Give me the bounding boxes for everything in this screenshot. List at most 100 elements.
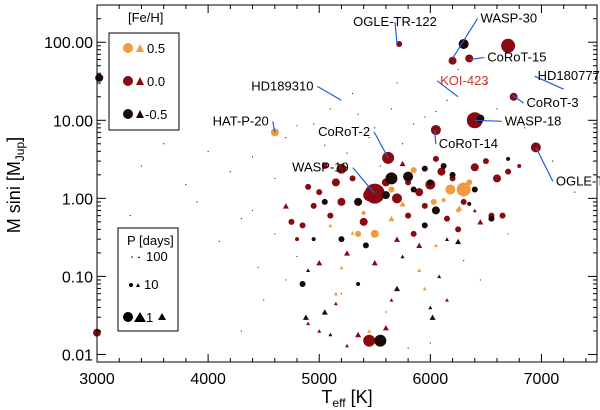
planet-circle-mark <box>305 183 312 190</box>
planet-triangle-mark <box>429 314 436 320</box>
planet-circle-mark <box>427 179 434 186</box>
planet-circle-mark <box>574 191 576 193</box>
planet-circle-mark <box>424 116 426 118</box>
planet-triangle-mark <box>422 286 427 291</box>
planet-circle-mark <box>551 160 554 162</box>
planet-triangle-mark <box>328 223 333 228</box>
planet-circle-mark <box>392 193 402 204</box>
planet-annotation-label: CoRoT-3 <box>527 95 579 110</box>
planet-annotation-label: HAT-P-20 <box>213 113 269 128</box>
annotation-leader-lines <box>272 18 564 194</box>
planet-circle-mark <box>507 233 509 235</box>
planet-circle-mark <box>296 125 298 127</box>
planet-circle-mark <box>240 218 243 220</box>
planet-triangle-mark <box>445 237 449 241</box>
planet-circle-mark <box>482 158 489 165</box>
planet-circle-mark <box>509 92 518 101</box>
planet-circle-mark <box>368 137 370 139</box>
planet-circle-mark <box>374 334 387 347</box>
legend-metallicity-circle-low <box>123 109 133 119</box>
annotation-leader-line <box>394 21 398 45</box>
planet-circle-mark <box>299 222 306 229</box>
planet-circle-mark <box>185 183 187 186</box>
planet-circle-mark <box>274 233 276 235</box>
planet-triangle-mark <box>472 208 477 213</box>
planet-triangle-mark <box>400 254 405 259</box>
planet-triangle-mark <box>445 298 449 302</box>
planet-circle-mark <box>396 40 403 47</box>
planet-circle-mark <box>415 188 424 197</box>
legend-metallicity: [Fe/H] 0.5 0.0 -0.5 <box>108 10 180 131</box>
planet-circle-mark <box>479 279 481 281</box>
y-tick-label: 10.00 <box>53 113 93 130</box>
planet-annotation-label: HD180777 <box>538 68 600 83</box>
planet-circle-mark <box>274 177 276 180</box>
planet-annotation-label: OGLE-TR-L9 <box>556 173 600 188</box>
planet-circle-mark <box>421 222 428 229</box>
planet-circle-mark <box>321 198 328 205</box>
planet-circle-mark <box>285 137 287 139</box>
planet-circle-mark <box>349 175 356 182</box>
legend-period-label-long: 100 <box>146 249 168 264</box>
planet-circle-mark <box>505 168 512 175</box>
planet-triangle-mark <box>328 332 333 337</box>
planet-circle-mark <box>437 167 446 176</box>
planet-circle-mark <box>421 165 428 172</box>
planet-circle-mark <box>296 255 298 258</box>
legend-period-title: P [days] <box>127 233 174 248</box>
planet-triangle-mark <box>433 243 438 248</box>
planet-circle-mark <box>355 230 362 237</box>
planet-circle-mark <box>455 226 462 233</box>
planet-circle-mark <box>476 114 485 123</box>
legend-period-label-mid: 10 <box>144 277 158 292</box>
planet-triangle-mark <box>399 160 406 167</box>
planet-circle-mark <box>456 208 461 213</box>
planet-triangle-mark <box>302 314 309 320</box>
planet-circle-mark <box>295 237 299 242</box>
annotation-leader-line <box>373 131 389 159</box>
annotation-leader-line <box>272 121 276 133</box>
planet-triangle-mark <box>399 201 406 207</box>
planet-triangle-mark <box>317 329 322 333</box>
planet-circle-mark <box>458 38 469 49</box>
planet-circle-mark <box>370 229 379 238</box>
planet-triangle-mark <box>344 250 350 256</box>
x-axis-title: Teff [K] <box>321 387 372 410</box>
planet-circle-mark <box>429 342 431 344</box>
planet-circle-mark <box>357 113 359 115</box>
annotation-leader-line <box>352 167 376 194</box>
x-tick-label: 4000 <box>190 371 226 388</box>
planet-circle-mark <box>410 167 417 174</box>
planet-circle-mark <box>457 68 459 70</box>
planet-triangle-mark <box>437 274 442 279</box>
planet-circle-mark <box>390 108 393 110</box>
legend-metallicity-label-low: -0.5 <box>145 107 167 122</box>
planet-triangle-mark <box>416 242 423 249</box>
planet-circle-mark <box>218 240 220 243</box>
legend-metallicity-box <box>108 32 180 131</box>
planet-circle-mark <box>363 334 376 347</box>
planet-circle-mark <box>460 198 467 205</box>
planet-circle-mark <box>517 163 522 168</box>
planet-circle-mark <box>385 311 387 313</box>
planet-triangle-mark <box>455 238 462 245</box>
y-tick-label: 1.00 <box>62 191 93 208</box>
planet-triangle-mark <box>367 329 372 333</box>
planet-circle-mark <box>467 201 472 206</box>
planet-triangle-mark <box>394 236 400 242</box>
planet-circle-mark <box>506 156 511 161</box>
planet-circle-mark <box>354 197 363 206</box>
planet-circle-mark <box>445 184 456 195</box>
planet-circle-mark <box>129 215 131 217</box>
annotation-leader-line <box>534 75 564 90</box>
planet-circle-mark <box>441 198 446 203</box>
planet-circle-mark <box>432 155 439 162</box>
planet-annotation-label: KOI-423 <box>440 73 488 88</box>
planet-triangle-mark <box>355 331 362 338</box>
legend-metallicity-triangle-high <box>136 44 144 52</box>
planet-triangle-mark <box>371 259 378 266</box>
annotation-leader-line <box>434 129 437 145</box>
planet-circle-mark <box>444 215 450 222</box>
planet-circle-mark <box>396 82 398 84</box>
legend-metallicity-triangle-low <box>136 110 144 118</box>
